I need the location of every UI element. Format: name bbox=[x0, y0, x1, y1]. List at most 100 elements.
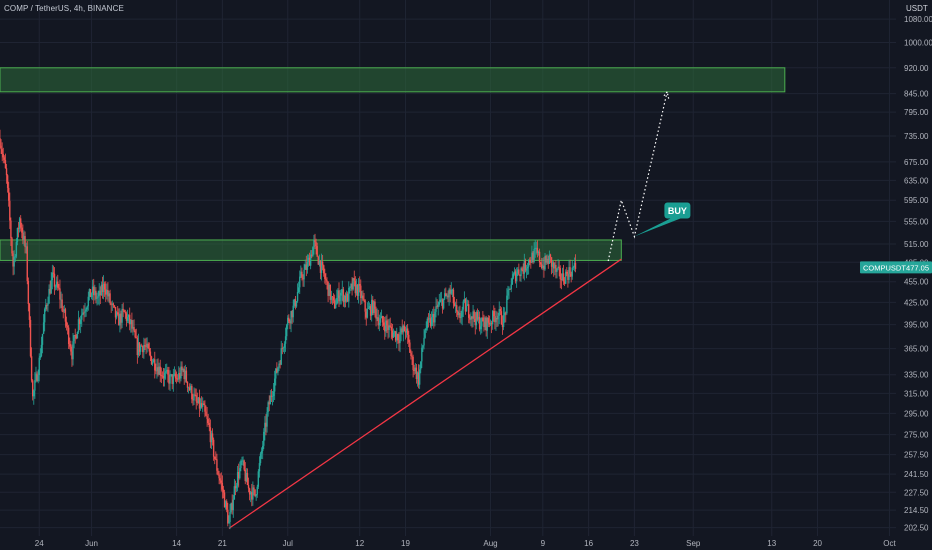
candle-body bbox=[505, 312, 507, 314]
candle-body bbox=[307, 257, 310, 262]
candle-body bbox=[272, 391, 275, 397]
candle-body bbox=[510, 284, 512, 290]
candle-body bbox=[248, 488, 251, 495]
candle-body bbox=[550, 257, 553, 267]
candle-body bbox=[155, 370, 157, 372]
candle-body bbox=[384, 325, 386, 332]
candle-body bbox=[522, 270, 524, 274]
candle-body bbox=[154, 359, 156, 371]
candle-body bbox=[306, 261, 309, 270]
buy-callout-pointer bbox=[634, 218, 681, 237]
candle-body bbox=[410, 352, 412, 357]
time-axis[interactable]: 24 Jun 14 21 Jul 12 19 Aug 9 16 23 Sep 13 20 Oct bbox=[35, 539, 897, 548]
candle-body bbox=[342, 289, 345, 303]
candle-body bbox=[94, 290, 96, 296]
candle-body bbox=[266, 412, 268, 427]
candle-body bbox=[57, 281, 59, 288]
candle-body bbox=[429, 318, 432, 326]
candle-body bbox=[167, 369, 169, 375]
candle-body bbox=[285, 325, 288, 337]
candle-body bbox=[182, 369, 184, 371]
candles bbox=[0, 129, 577, 530]
candle-body bbox=[377, 317, 379, 326]
candle-body bbox=[215, 458, 217, 460]
candle-body bbox=[250, 492, 252, 495]
candle-body bbox=[114, 307, 117, 318]
candle-body bbox=[78, 319, 81, 324]
candle-body bbox=[1, 149, 3, 154]
candle-body bbox=[303, 269, 305, 280]
candle-body bbox=[40, 344, 43, 357]
candle-body bbox=[476, 312, 479, 320]
price-tick-label: 275.00 bbox=[904, 431, 929, 440]
candle-body bbox=[445, 293, 447, 297]
candle-body bbox=[526, 266, 529, 269]
candle-body bbox=[207, 419, 209, 423]
candle-body bbox=[169, 374, 171, 384]
candle-body bbox=[144, 345, 146, 347]
candle-body bbox=[506, 295, 508, 314]
candle-body bbox=[85, 309, 87, 312]
price-tick-label: 1080.00 bbox=[904, 15, 932, 24]
price-tick-label: 455.00 bbox=[904, 278, 929, 287]
candle-body bbox=[275, 368, 277, 379]
candle-body bbox=[134, 330, 136, 338]
candle-body bbox=[14, 256, 16, 258]
candle-body bbox=[253, 487, 255, 490]
candle-body bbox=[51, 272, 54, 281]
candle-body bbox=[70, 346, 72, 352]
candle-body bbox=[220, 480, 222, 483]
candle-body bbox=[545, 256, 547, 263]
candle-body bbox=[83, 312, 85, 314]
candle-body bbox=[529, 259, 531, 263]
buy-callout bbox=[664, 202, 691, 219]
candle-body bbox=[127, 314, 130, 318]
candle-body bbox=[125, 313, 128, 321]
candle-body bbox=[50, 280, 52, 294]
candle-body bbox=[300, 271, 302, 277]
candle-body bbox=[117, 312, 119, 315]
candle-body bbox=[473, 311, 475, 319]
candle-body bbox=[163, 372, 166, 379]
candle-body bbox=[241, 460, 243, 462]
candle-body bbox=[517, 269, 519, 274]
price-tick-label: 675.00 bbox=[904, 158, 929, 167]
candle-body bbox=[43, 309, 46, 323]
candle-body bbox=[178, 373, 180, 380]
candle-body bbox=[27, 281, 30, 305]
candle-body bbox=[349, 286, 351, 288]
candle-body bbox=[328, 284, 330, 296]
candle-body bbox=[42, 322, 45, 334]
candle-body bbox=[16, 228, 19, 242]
candle-body bbox=[385, 320, 387, 332]
candle-body bbox=[37, 375, 39, 382]
candle-body bbox=[535, 247, 537, 249]
candle-body bbox=[62, 310, 64, 312]
candle-body bbox=[333, 300, 336, 309]
candle-body bbox=[105, 289, 107, 295]
candle-body bbox=[541, 264, 543, 269]
candle-body bbox=[110, 303, 112, 305]
candle-body bbox=[423, 337, 425, 346]
candle-body bbox=[356, 284, 359, 296]
candle-body bbox=[543, 265, 545, 270]
candle-body bbox=[321, 261, 324, 266]
candle-body bbox=[196, 401, 198, 403]
candle-body bbox=[559, 268, 561, 280]
candle-body bbox=[315, 242, 317, 247]
candle-body bbox=[221, 482, 224, 490]
candle-body bbox=[33, 390, 35, 397]
candle-body bbox=[560, 279, 563, 281]
time-tick-label: Aug bbox=[483, 539, 497, 548]
candle-body bbox=[483, 321, 485, 328]
price-axis[interactable]: 1080.00 1000.00 920.00 845.00 795.00 735.00 67… bbox=[860, 4, 932, 533]
time-tick-label: 16 bbox=[584, 539, 593, 548]
candle-body bbox=[74, 335, 76, 336]
candle-body bbox=[297, 287, 300, 293]
candle-body bbox=[90, 293, 93, 298]
candle-body bbox=[436, 306, 438, 308]
candle-body bbox=[11, 238, 13, 254]
candle-body bbox=[150, 356, 153, 365]
